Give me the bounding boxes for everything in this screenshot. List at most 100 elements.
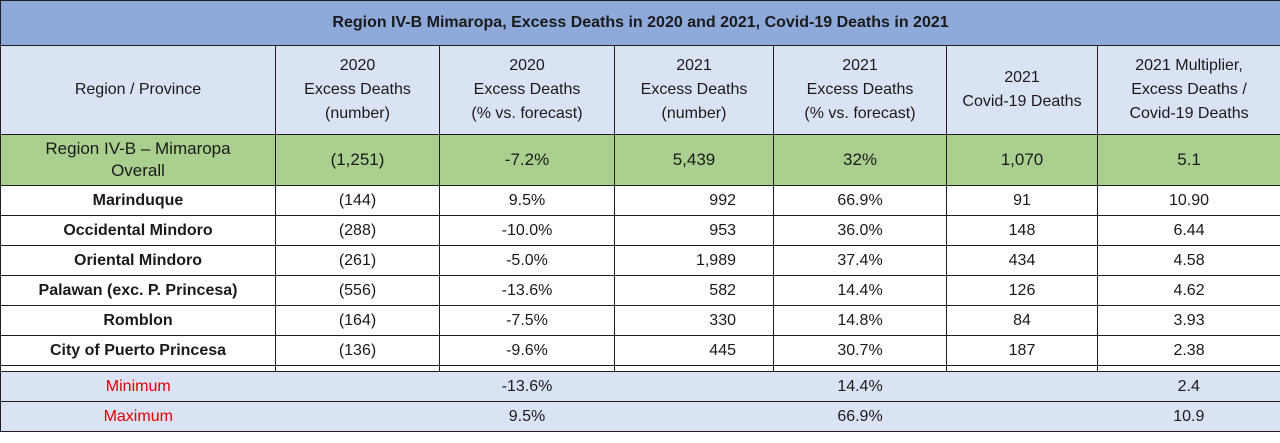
header-line: (number) [661,105,727,122]
header-line: (% vs. forecast) [471,105,583,122]
header-line: 2020 [509,57,545,74]
minimum-row: Minimum -13.6% 14.4% 2.4 [0,371,1280,402]
province-name: Oriental Mindoro [0,245,276,276]
header-line: Excess Deaths [640,81,748,98]
covid-2021: 434 [946,245,1098,276]
header-2021-excess-number: 2021 Excess Deaths (number) [614,45,774,135]
excess-2021-pct: 66.9% [773,185,947,216]
excess-2021-number: 330 [614,305,774,336]
excess-2021-pct: 14.4% [773,275,947,306]
excess-2021-number: 953 [614,215,774,246]
title-row: Region IV-B Mimaropa, Excess Deaths in 2… [0,0,1280,46]
overall-name: Region IV-B – Mimaropa Overall [0,134,276,186]
multiplier: 4.58 [1096,245,1280,276]
header-2020-excess-pct: 2020 Excess Deaths (% vs. forecast) [439,45,615,135]
header-line: Covid-19 Deaths [1129,105,1249,122]
empty-cell [275,401,440,432]
maximum-label: Maximum [0,401,276,432]
covid-2021: 84 [946,305,1098,336]
header-line: 2021 [1004,69,1040,86]
empty-cell [275,371,440,402]
excess-2021-number: 1,989 [614,245,774,276]
overall-name-line: Region IV-B – Mimaropa [45,139,231,158]
header-2020-excess-number: 2020 Excess Deaths (number) [275,45,440,135]
maximum-row: Maximum 9.5% 66.9% 10.9 [0,401,1280,432]
excess-2020-number: (164) [275,305,440,336]
excess-2021-pct: 36.0% [773,215,947,246]
overall-excess-2020-number: (1,251) [275,134,440,186]
table-row: Marinduque (144) 9.5% 992 66.9% 91 10.90 [0,185,1280,216]
minimum-multiplier: 2.4 [1097,371,1280,402]
minimum-excess-2021-pct: 14.4% [773,371,947,402]
overall-covid-2021: 1,070 [946,134,1098,186]
header-line: 2020 [339,57,376,74]
multiplier: 6.44 [1096,215,1280,246]
excess-2020-pct: -5.0% [439,245,615,276]
excess-2020-number: (261) [275,245,440,276]
multiplier: 4.62 [1096,275,1280,306]
table-row: Romblon (164) -7.5% 330 14.8% 84 3.93 [0,305,1280,336]
table-title: Region IV-B Mimaropa, Excess Deaths in 2… [0,0,1280,46]
overall-multiplier: 5.1 [1096,134,1280,186]
covid-2021: 91 [946,185,1098,216]
header-line: Region / Province [74,81,202,98]
multiplier: 10.90 [1096,185,1280,216]
header-line: Excess Deaths [304,81,411,98]
table-row: Palawan (exc. P. Princesa) (556) -13.6% … [0,275,1280,306]
excess-deaths-table: Region IV-B Mimaropa, Excess Deaths in 2… [0,0,1280,432]
multiplier: 2.38 [1096,335,1280,366]
maximum-multiplier: 10.9 [1097,401,1280,432]
excess-2020-pct: -7.5% [439,305,615,336]
overall-excess-2021-pct: 32% [773,134,947,186]
excess-2020-pct: -10.0% [439,215,615,246]
empty-cell [946,401,1098,432]
empty-cell [946,371,1098,402]
excess-2020-number: (288) [275,215,440,246]
excess-2020-pct: 9.5% [439,185,615,216]
overall-excess-2020-pct: -7.2% [439,134,615,186]
province-name: Marinduque [0,185,276,216]
header-row: Region / Province 2020 Excess Deaths (numb… [0,45,1280,135]
excess-2021-pct: 30.7% [773,335,947,366]
table-row: City of Puerto Princesa (136) -9.6% 445 … [0,335,1280,366]
excess-2020-number: (136) [275,335,440,366]
header-line: Excess Deaths [806,81,914,98]
province-name: Romblon [0,305,276,336]
empty-cell [614,401,774,432]
excess-2020-pct: -13.6% [439,275,615,306]
province-name: Occidental Mindoro [0,215,276,246]
table-row: Oriental Mindoro (261) -5.0% 1,989 37.4%… [0,245,1280,276]
overall-row: Region IV-B – Mimaropa Overall (1,251) -7… [0,134,1280,186]
header-line: Covid-19 Deaths [962,93,1082,110]
overall-name-line: Overall [111,161,165,180]
maximum-excess-2021-pct: 66.9% [773,401,947,432]
header-region-province: Region / Province [0,45,276,135]
header-2021-multiplier: 2021 Multiplier, Excess Deaths / Covid-19 … [1096,45,1280,135]
header-line: (% vs. forecast) [804,105,916,122]
header-line: Excess Deaths / [1131,81,1247,98]
excess-2021-number: 992 [614,185,774,216]
excess-2021-pct: 37.4% [773,245,947,276]
header-line: 2021 Multiplier, [1135,57,1243,74]
minimum-label: Minimum [0,371,276,402]
header-2021-covid-deaths: 2021 Covid-19 Deaths [946,45,1098,135]
minimum-excess-2020-pct: -13.6% [439,371,615,402]
maximum-excess-2020-pct: 9.5% [439,401,615,432]
header-line: (number) [325,105,390,122]
excess-2020-pct: -9.6% [439,335,615,366]
covid-2021: 126 [946,275,1098,306]
covid-2021: 187 [946,335,1098,366]
header-line: 2021 [676,57,712,74]
header-line: 2021 [842,57,878,74]
province-name: City of Puerto Princesa [0,335,276,366]
excess-2020-number: (144) [275,185,440,216]
header-2021-excess-pct: 2021 Excess Deaths (% vs. forecast) [773,45,947,135]
province-name: Palawan (exc. P. Princesa) [0,275,276,306]
table-row: Occidental Mindoro (288) -10.0% 953 36.0… [0,215,1280,246]
excess-2021-number: 582 [614,275,774,306]
header-line: Excess Deaths [473,81,581,98]
excess-2020-number: (556) [275,275,440,306]
empty-cell [614,371,774,402]
excess-2021-pct: 14.8% [773,305,947,336]
excess-2021-number: 445 [614,335,774,366]
